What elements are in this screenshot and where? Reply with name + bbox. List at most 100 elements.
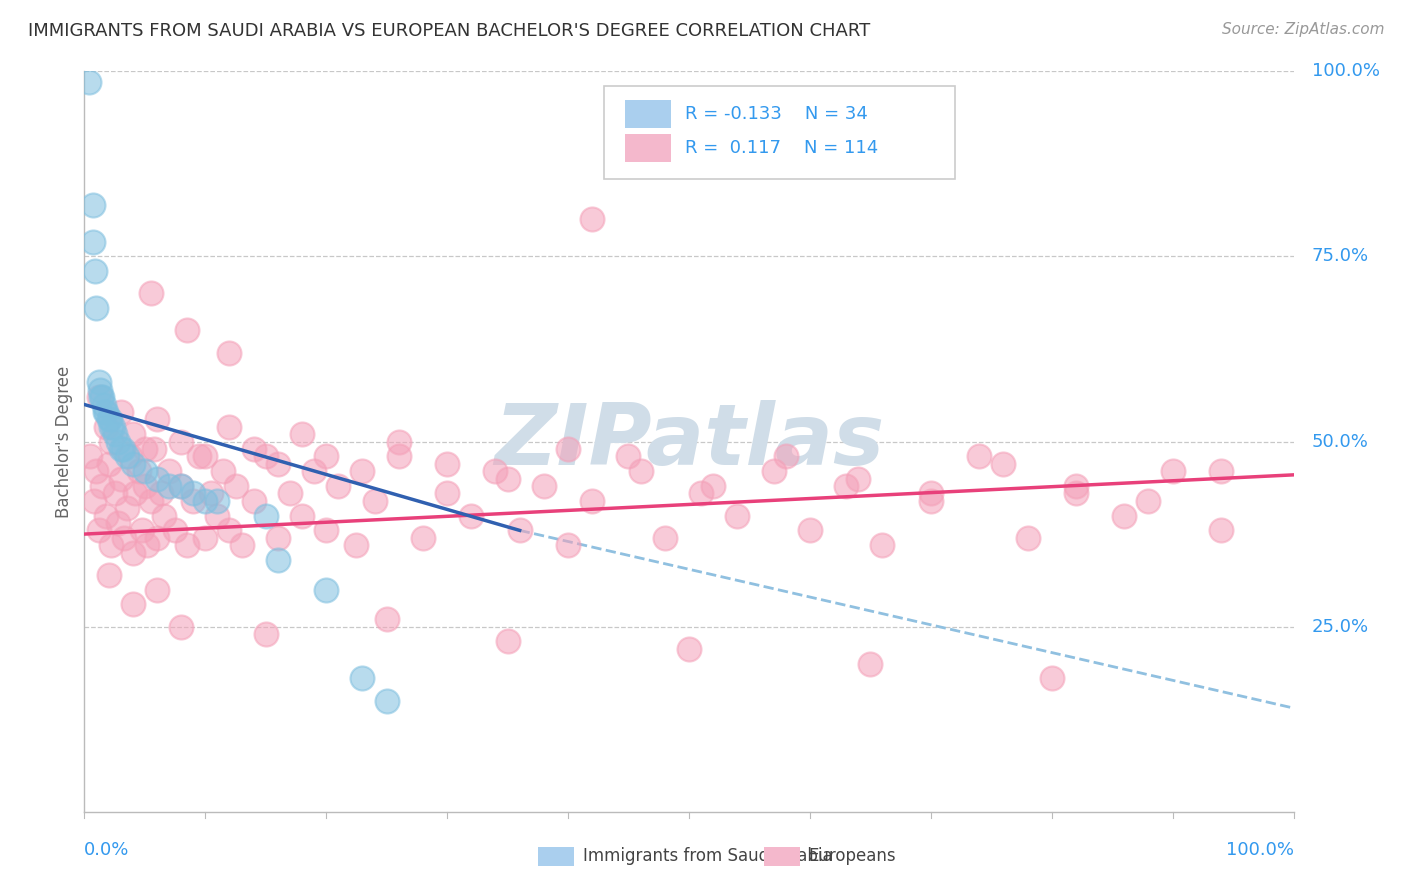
- Point: [920, 493, 942, 508]
- Point: [993, 457, 1015, 471]
- Point: [835, 479, 858, 493]
- Point: [87, 390, 110, 404]
- Point: [107, 434, 129, 449]
- Point: [509, 524, 531, 538]
- Point: [388, 450, 411, 464]
- Point: [110, 405, 132, 419]
- Point: [146, 412, 169, 426]
- Point: [412, 531, 434, 545]
- Point: [110, 442, 132, 456]
- Text: Europeans: Europeans: [808, 847, 896, 865]
- Point: [77, 75, 100, 89]
- Point: [1064, 486, 1087, 500]
- Point: [581, 212, 603, 227]
- Point: [153, 508, 176, 523]
- Point: [1137, 493, 1160, 508]
- Point: [1209, 464, 1232, 478]
- Point: [97, 412, 120, 426]
- Point: [1114, 508, 1136, 523]
- FancyBboxPatch shape: [624, 100, 671, 128]
- Point: [231, 538, 253, 552]
- Point: [146, 582, 169, 597]
- Point: [218, 345, 240, 359]
- Point: [630, 464, 652, 478]
- Point: [120, 450, 142, 464]
- Point: [94, 508, 117, 523]
- Point: [242, 442, 264, 456]
- Point: [533, 479, 555, 493]
- Point: [97, 567, 120, 582]
- Point: [91, 479, 114, 493]
- Point: [89, 383, 111, 397]
- Point: [157, 464, 180, 478]
- Point: [170, 479, 193, 493]
- Point: [1064, 479, 1087, 493]
- Point: [484, 464, 506, 478]
- Point: [149, 486, 172, 500]
- Point: [115, 450, 138, 464]
- FancyBboxPatch shape: [763, 847, 800, 866]
- Text: Source: ZipAtlas.com: Source: ZipAtlas.com: [1222, 22, 1385, 37]
- Point: [1040, 672, 1063, 686]
- Point: [94, 405, 117, 419]
- Point: [157, 479, 180, 493]
- Text: 100.0%: 100.0%: [1312, 62, 1379, 80]
- Text: 0.0%: 0.0%: [84, 841, 129, 859]
- Point: [218, 524, 240, 538]
- Point: [291, 427, 314, 442]
- Point: [131, 524, 153, 538]
- Point: [218, 419, 240, 434]
- Point: [328, 479, 350, 493]
- Point: [103, 419, 125, 434]
- Text: R = -0.133    N = 34: R = -0.133 N = 34: [685, 105, 868, 123]
- Point: [143, 442, 166, 456]
- Point: [170, 434, 193, 449]
- Point: [100, 538, 122, 552]
- Point: [110, 471, 132, 485]
- Point: [176, 324, 198, 338]
- Point: [267, 457, 290, 471]
- Point: [346, 538, 368, 552]
- Point: [115, 501, 138, 516]
- Point: [84, 264, 107, 278]
- Point: [104, 427, 127, 442]
- Point: [254, 450, 277, 464]
- Point: [242, 493, 264, 508]
- Point: [170, 619, 193, 633]
- Text: 100.0%: 100.0%: [1226, 841, 1294, 859]
- Point: [79, 450, 101, 464]
- Point: [920, 486, 942, 500]
- Point: [176, 538, 198, 552]
- Point: [352, 464, 374, 478]
- Point: [291, 508, 314, 523]
- Point: [254, 508, 277, 523]
- Point: [90, 390, 112, 404]
- Point: [315, 524, 337, 538]
- Point: [136, 538, 159, 552]
- Point: [267, 531, 290, 545]
- Point: [170, 479, 193, 493]
- Point: [278, 486, 301, 500]
- Point: [388, 434, 411, 449]
- Point: [134, 464, 156, 478]
- FancyBboxPatch shape: [605, 87, 955, 178]
- Point: [678, 641, 700, 656]
- Point: [194, 450, 217, 464]
- Point: [181, 493, 204, 508]
- Point: [93, 398, 115, 412]
- Point: [124, 486, 146, 500]
- Point: [267, 553, 290, 567]
- Point: [617, 450, 640, 464]
- Point: [139, 493, 162, 508]
- Point: [225, 479, 247, 493]
- Point: [315, 450, 337, 464]
- Point: [100, 419, 122, 434]
- Point: [762, 464, 785, 478]
- Point: [315, 582, 337, 597]
- Point: [207, 508, 229, 523]
- Point: [139, 286, 162, 301]
- Point: [94, 405, 117, 419]
- Point: [212, 464, 235, 478]
- Point: [112, 442, 135, 456]
- Point: [121, 598, 143, 612]
